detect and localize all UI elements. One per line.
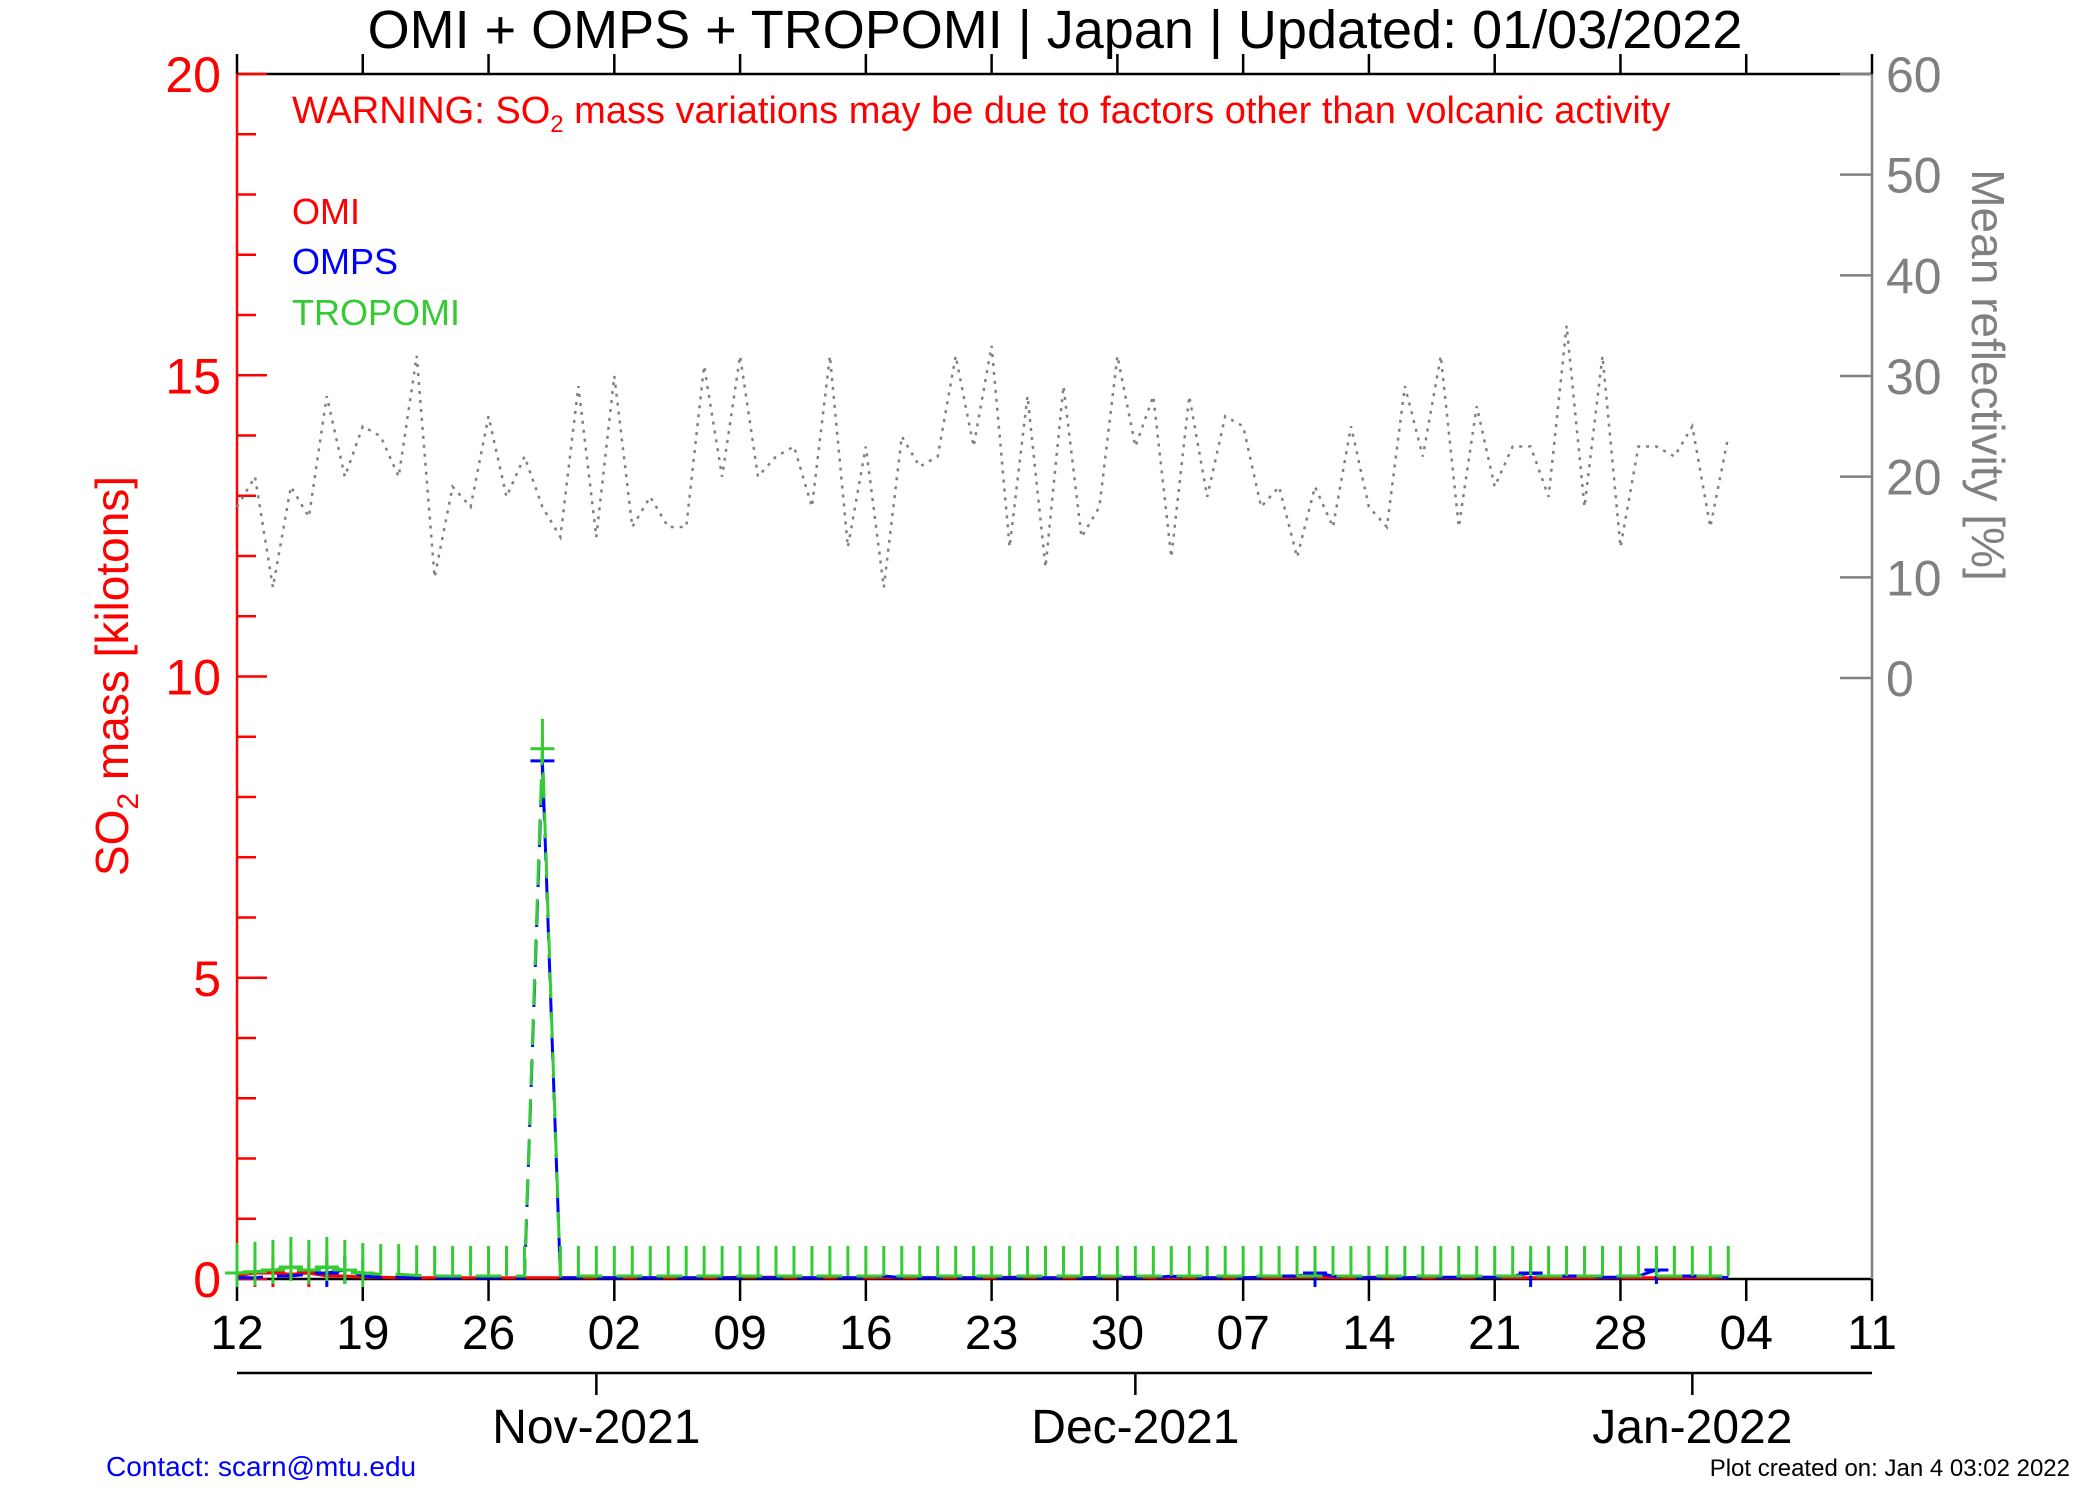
y2-tick-label: 0 [1886,651,1914,707]
contact-link[interactable]: Contact: scarn@mtu.edu [106,1451,416,1482]
y-tick-label: 20 [165,47,221,103]
month-label: Dec-2021 [1031,1401,1239,1454]
x-tick-label: 26 [462,1307,515,1360]
plot-created: Plot created on: Jan 4 03:02 2022 [1710,1455,2070,1482]
legend-omps: OMPS [292,241,398,282]
x-tick-label: 30 [1091,1307,1144,1360]
month-label: Nov-2021 [492,1401,700,1454]
x-tick-label: 21 [1468,1307,1521,1360]
x-tick-label: 04 [1720,1307,1773,1360]
y2-tick-label: 50 [1886,148,1942,204]
y2-tick-label: 20 [1886,450,1942,506]
x-tick-label: 11 [1847,1307,1897,1360]
x-tick-label: 19 [336,1307,389,1360]
legend: OMI OMPS TROPOMI [292,191,460,333]
mean-reflectivity-line [235,325,1730,588]
y-tick-label: 15 [165,348,221,404]
legend-omi: OMI [292,191,360,232]
x-tick-label: 02 [588,1307,641,1360]
y2-tick-label: 10 [1886,550,1942,606]
omps-line [237,760,1729,1280]
warning-text: WARNING: SO2 mass variations may be due … [292,90,1670,138]
x-tick-label: 07 [1216,1307,1269,1360]
x-tick-label: 09 [713,1307,766,1360]
x-tick-label: 23 [965,1307,1018,1360]
y-tick-label: 0 [193,1252,221,1308]
y2-tick-label: 40 [1886,248,1942,304]
y2-tick-label: 60 [1886,47,1942,103]
y-axis-label: SO2 mass [kilotons] [86,476,145,876]
y2-tick-label: 30 [1886,349,1942,405]
tropomi-line [236,748,1729,1278]
y-tick-label: 5 [193,951,221,1007]
x-tick-label: 12 [210,1307,263,1360]
month-label: Jan-2022 [1592,1401,1792,1454]
legend-tropomi: TROPOMI [292,292,460,333]
y2-axis-label: Mean reflectivity [%] [1962,169,2014,581]
x-tick-label: 14 [1342,1307,1395,1360]
y-tick-label: 10 [165,650,221,706]
x-tick-label: 16 [839,1307,892,1360]
x-tick-label: 28 [1594,1307,1647,1360]
chart-title: OMI + OMPS + TROPOMI | Japan | Updated: … [368,0,1743,60]
